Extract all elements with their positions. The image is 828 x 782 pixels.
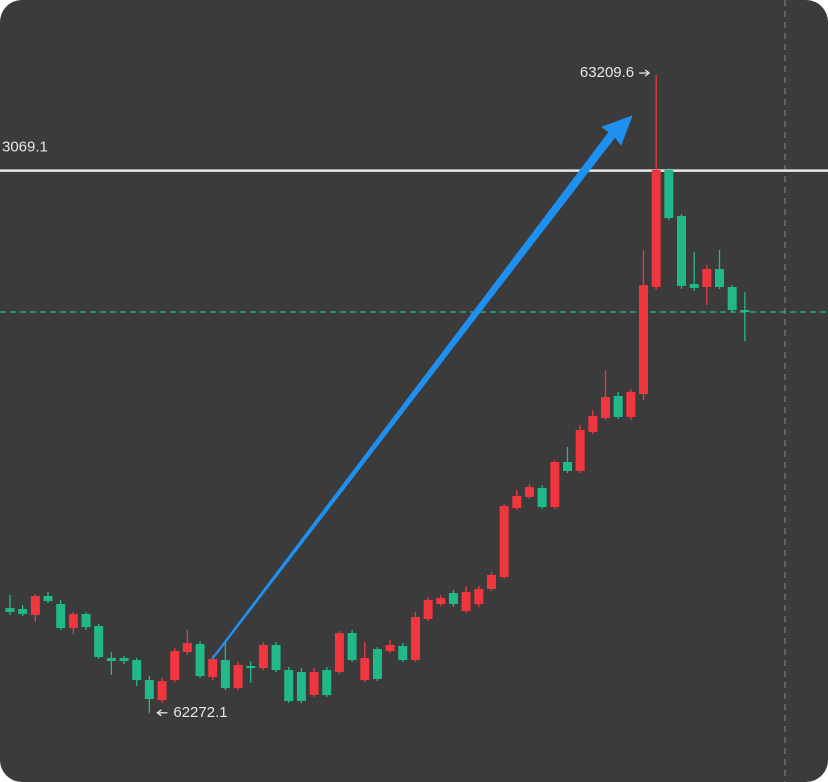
candle-body — [56, 604, 66, 629]
candle-body — [740, 310, 750, 312]
candle-body — [423, 600, 433, 620]
candle-body — [448, 593, 458, 605]
candle-body — [461, 591, 471, 612]
candle-body — [689, 284, 699, 289]
candle-body — [727, 287, 737, 311]
candle-body — [524, 487, 534, 498]
candle-body — [639, 285, 648, 395]
candle-body — [233, 664, 243, 689]
candle-body — [626, 391, 636, 418]
candle-body — [43, 596, 53, 602]
candle-body — [144, 680, 154, 700]
candle-body — [474, 589, 484, 605]
candle-body — [600, 397, 610, 419]
candle-body — [410, 617, 420, 661]
candle-body — [132, 660, 142, 681]
candle-body — [18, 609, 28, 615]
candle-body — [208, 659, 218, 678]
candle-body — [588, 416, 598, 432]
candle-body — [284, 670, 294, 702]
candle-body — [68, 614, 78, 629]
candle-body — [512, 496, 522, 509]
candle-body — [715, 268, 725, 288]
candle-body — [398, 646, 408, 661]
candle-body — [220, 660, 230, 689]
candle-body — [702, 268, 712, 288]
price-line-label: 3069.1 — [2, 139, 48, 156]
trend-arrow — [211, 115, 633, 660]
candle-body — [360, 658, 370, 681]
candle-body — [537, 488, 547, 508]
candle-body — [94, 626, 104, 658]
candle-body — [296, 671, 306, 702]
candle-body — [195, 644, 205, 677]
candle-body — [119, 658, 129, 662]
candle-body — [385, 644, 395, 652]
candle-body — [562, 461, 572, 472]
candle-body — [5, 608, 15, 612]
candle-body — [347, 633, 357, 661]
candle-body — [322, 670, 332, 695]
candle-body — [499, 506, 509, 578]
candle-body — [651, 170, 661, 288]
candle-body — [334, 633, 344, 672]
max-price-label: 63209.6 — [580, 64, 634, 81]
candle-body — [30, 596, 40, 615]
candle-body — [436, 598, 446, 605]
min-price-label: 62272.1 — [173, 704, 227, 721]
candle-body — [309, 671, 319, 695]
candle-body — [677, 215, 687, 286]
candle-body — [258, 644, 268, 669]
candle-body — [575, 430, 585, 472]
candle-body — [613, 396, 623, 418]
candle-body — [246, 666, 256, 669]
candle-body — [271, 644, 281, 671]
candle-body — [81, 614, 91, 628]
candle-body — [170, 651, 180, 681]
min-arrow-head — [156, 709, 162, 717]
plot-area: 3069.1 63209.6 62272.1 — [0, 64, 828, 721]
candle-body — [157, 681, 167, 701]
max-arrow-head — [644, 69, 651, 77]
candle-body — [106, 658, 116, 662]
candle-body — [664, 170, 674, 219]
candle-body — [550, 461, 560, 508]
candle-body — [182, 643, 192, 652]
candle-body — [372, 649, 382, 680]
candle-body — [486, 574, 496, 590]
